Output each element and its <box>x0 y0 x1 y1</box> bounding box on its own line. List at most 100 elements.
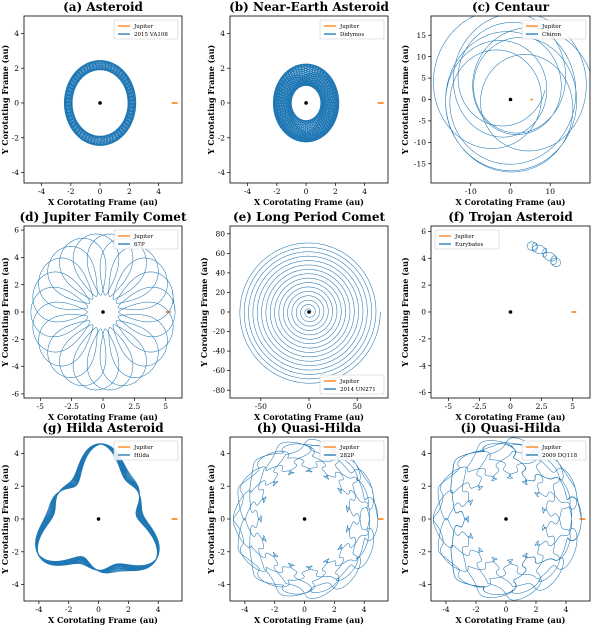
y-tick-label: 0 <box>220 515 225 524</box>
x-tick-label: 0 <box>304 187 309 196</box>
panel-title: (h) Quasi-Hilda <box>257 421 361 435</box>
panel-title: (e) Long Period Comet <box>233 210 386 224</box>
x-tick-label: -2 <box>67 187 75 196</box>
x-tick-label: 50 <box>352 402 362 411</box>
series-line-didymos <box>272 63 340 143</box>
y-tick-label: 0 <box>421 95 426 104</box>
y-tick-label: 4 <box>14 449 19 458</box>
x-tick-label: -5 <box>445 402 453 411</box>
x-tick-label: -4 <box>241 605 249 614</box>
y-tick-label: 6 <box>421 227 426 236</box>
x-tick-label: 2 <box>332 605 337 614</box>
y-axis-label: Y Corotating Frame (au) <box>400 45 410 156</box>
x-tick-label: 2 <box>126 605 131 614</box>
x-tick-label: 0 <box>101 402 106 411</box>
y-tick-label: 40 <box>215 269 225 278</box>
x-tick-label: 0 <box>302 605 307 614</box>
sun-marker <box>504 517 508 521</box>
y-tick-label: 5 <box>421 74 426 83</box>
series-line-67p <box>30 233 176 391</box>
y-tick-label: 0 <box>421 515 426 524</box>
legend-label: Chiron <box>542 32 561 38</box>
plot-area <box>272 63 384 143</box>
y-tick-label: -60 <box>213 366 225 375</box>
series-line-282p <box>233 439 379 599</box>
y-tick-label: 60 <box>215 249 225 258</box>
x-axis-label: X Corotating Frame (au) <box>48 197 158 207</box>
plot-area <box>30 233 176 391</box>
sun-marker <box>508 97 513 102</box>
panel-f: (f) Trojan Asteroid -5 -2.5 0 2.5 5 -6 -4 -2 0 2 4 6… <box>400 210 591 422</box>
y-tick-label: -2 <box>12 335 20 344</box>
legend-label: Jupiter <box>339 445 359 451</box>
sun-marker <box>304 101 308 105</box>
x-tick-label: -2 <box>472 605 480 614</box>
legend-label: 67P <box>134 242 145 248</box>
legend-label: Jupiter <box>541 24 561 30</box>
x-tick-label: 2 <box>127 187 132 196</box>
x-tick-label: 0 <box>504 605 509 614</box>
y-tick-label: -4 <box>419 580 427 589</box>
legend: Jupiter 2014 UN271 <box>319 374 385 395</box>
y-tick-label: 0 <box>14 515 19 524</box>
x-tick-label: -4 <box>442 605 450 614</box>
legend-label: 2015 VA108 <box>134 32 168 38</box>
legend: Jupiter 2015 VA108 <box>113 19 179 40</box>
y-axis-label: Y Corotating Frame (au) <box>400 257 410 368</box>
y-axis-label: Y Corotating Frame (au) <box>0 45 10 156</box>
panel-c: (c) Centaur -10 0 10 -15 -10 -5 0 5 10 15 X Corotat… <box>400 0 591 207</box>
sun-marker <box>508 310 513 314</box>
x-tick-label: -2.5 <box>64 402 79 411</box>
x-tick-label: 2.5 <box>536 402 548 411</box>
sun-marker <box>307 310 311 314</box>
y-tick-label: -4 <box>12 580 20 589</box>
y-tick-label: 10 <box>416 52 426 61</box>
y-tick-label: -4 <box>12 362 20 371</box>
y-tick-label: -2 <box>12 547 20 556</box>
y-tick-label: -20 <box>213 327 225 336</box>
x-axis-label: X Corotating Frame (au) <box>456 412 566 422</box>
legend: Jupiter 2009 DQ118 <box>521 440 587 461</box>
y-tick-label: 0 <box>220 99 225 108</box>
x-axis-label: X Corotating Frame (au) <box>456 197 566 207</box>
x-tick-label: -10 <box>465 187 477 196</box>
y-axis-label: Y Corotating Frame (au) <box>400 464 410 575</box>
legend: Jupiter Hilda <box>113 440 179 461</box>
x-tick-label: -2.5 <box>472 402 487 411</box>
panel-d: (d) Jupiter Family Comet -5 -2.5 0 2.5 5 -6 -4 -… <box>0 210 187 422</box>
x-axis-label: X Corotating Frame (au) <box>254 615 364 625</box>
y-tick-label: -40 <box>213 347 225 356</box>
plot-area <box>239 242 381 384</box>
y-tick-label: -4 <box>218 580 226 589</box>
legend-label: Hilda <box>134 453 150 459</box>
panel-title: (b) Near-Earth Asteroid <box>229 0 389 14</box>
panel-title: (a) Asteroid <box>63 0 143 14</box>
y-tick-label: 0 <box>14 308 19 317</box>
plot-area <box>35 443 178 574</box>
y-axis-label: Y Corotating Frame (au) <box>206 464 216 575</box>
y-tick-label: -4 <box>12 168 20 177</box>
y-tick-label: -2 <box>419 334 427 343</box>
axes-frame <box>229 15 389 184</box>
series-line-eurybates <box>526 241 561 267</box>
y-tick-label: -15 <box>414 159 426 168</box>
x-tick-label: -4 <box>38 187 46 196</box>
plot-area <box>63 60 178 146</box>
series-line-hilda <box>35 443 160 574</box>
y-tick-label: 15 <box>416 31 426 40</box>
legend-label: 282P <box>340 453 354 459</box>
sun-marker <box>302 517 307 521</box>
x-tick-label: -2 <box>271 605 279 614</box>
y-tick-label: -6 <box>419 388 427 397</box>
plot-area <box>233 439 384 599</box>
legend-label: Jupiter <box>133 234 153 240</box>
y-tick-label: -2 <box>12 133 20 142</box>
x-tick-label: 4 <box>362 187 367 196</box>
sun-marker <box>98 101 102 105</box>
x-tick-label: 0 <box>98 187 103 196</box>
legend-label: Didymos <box>340 32 364 38</box>
x-tick-label: 2.5 <box>128 402 140 411</box>
